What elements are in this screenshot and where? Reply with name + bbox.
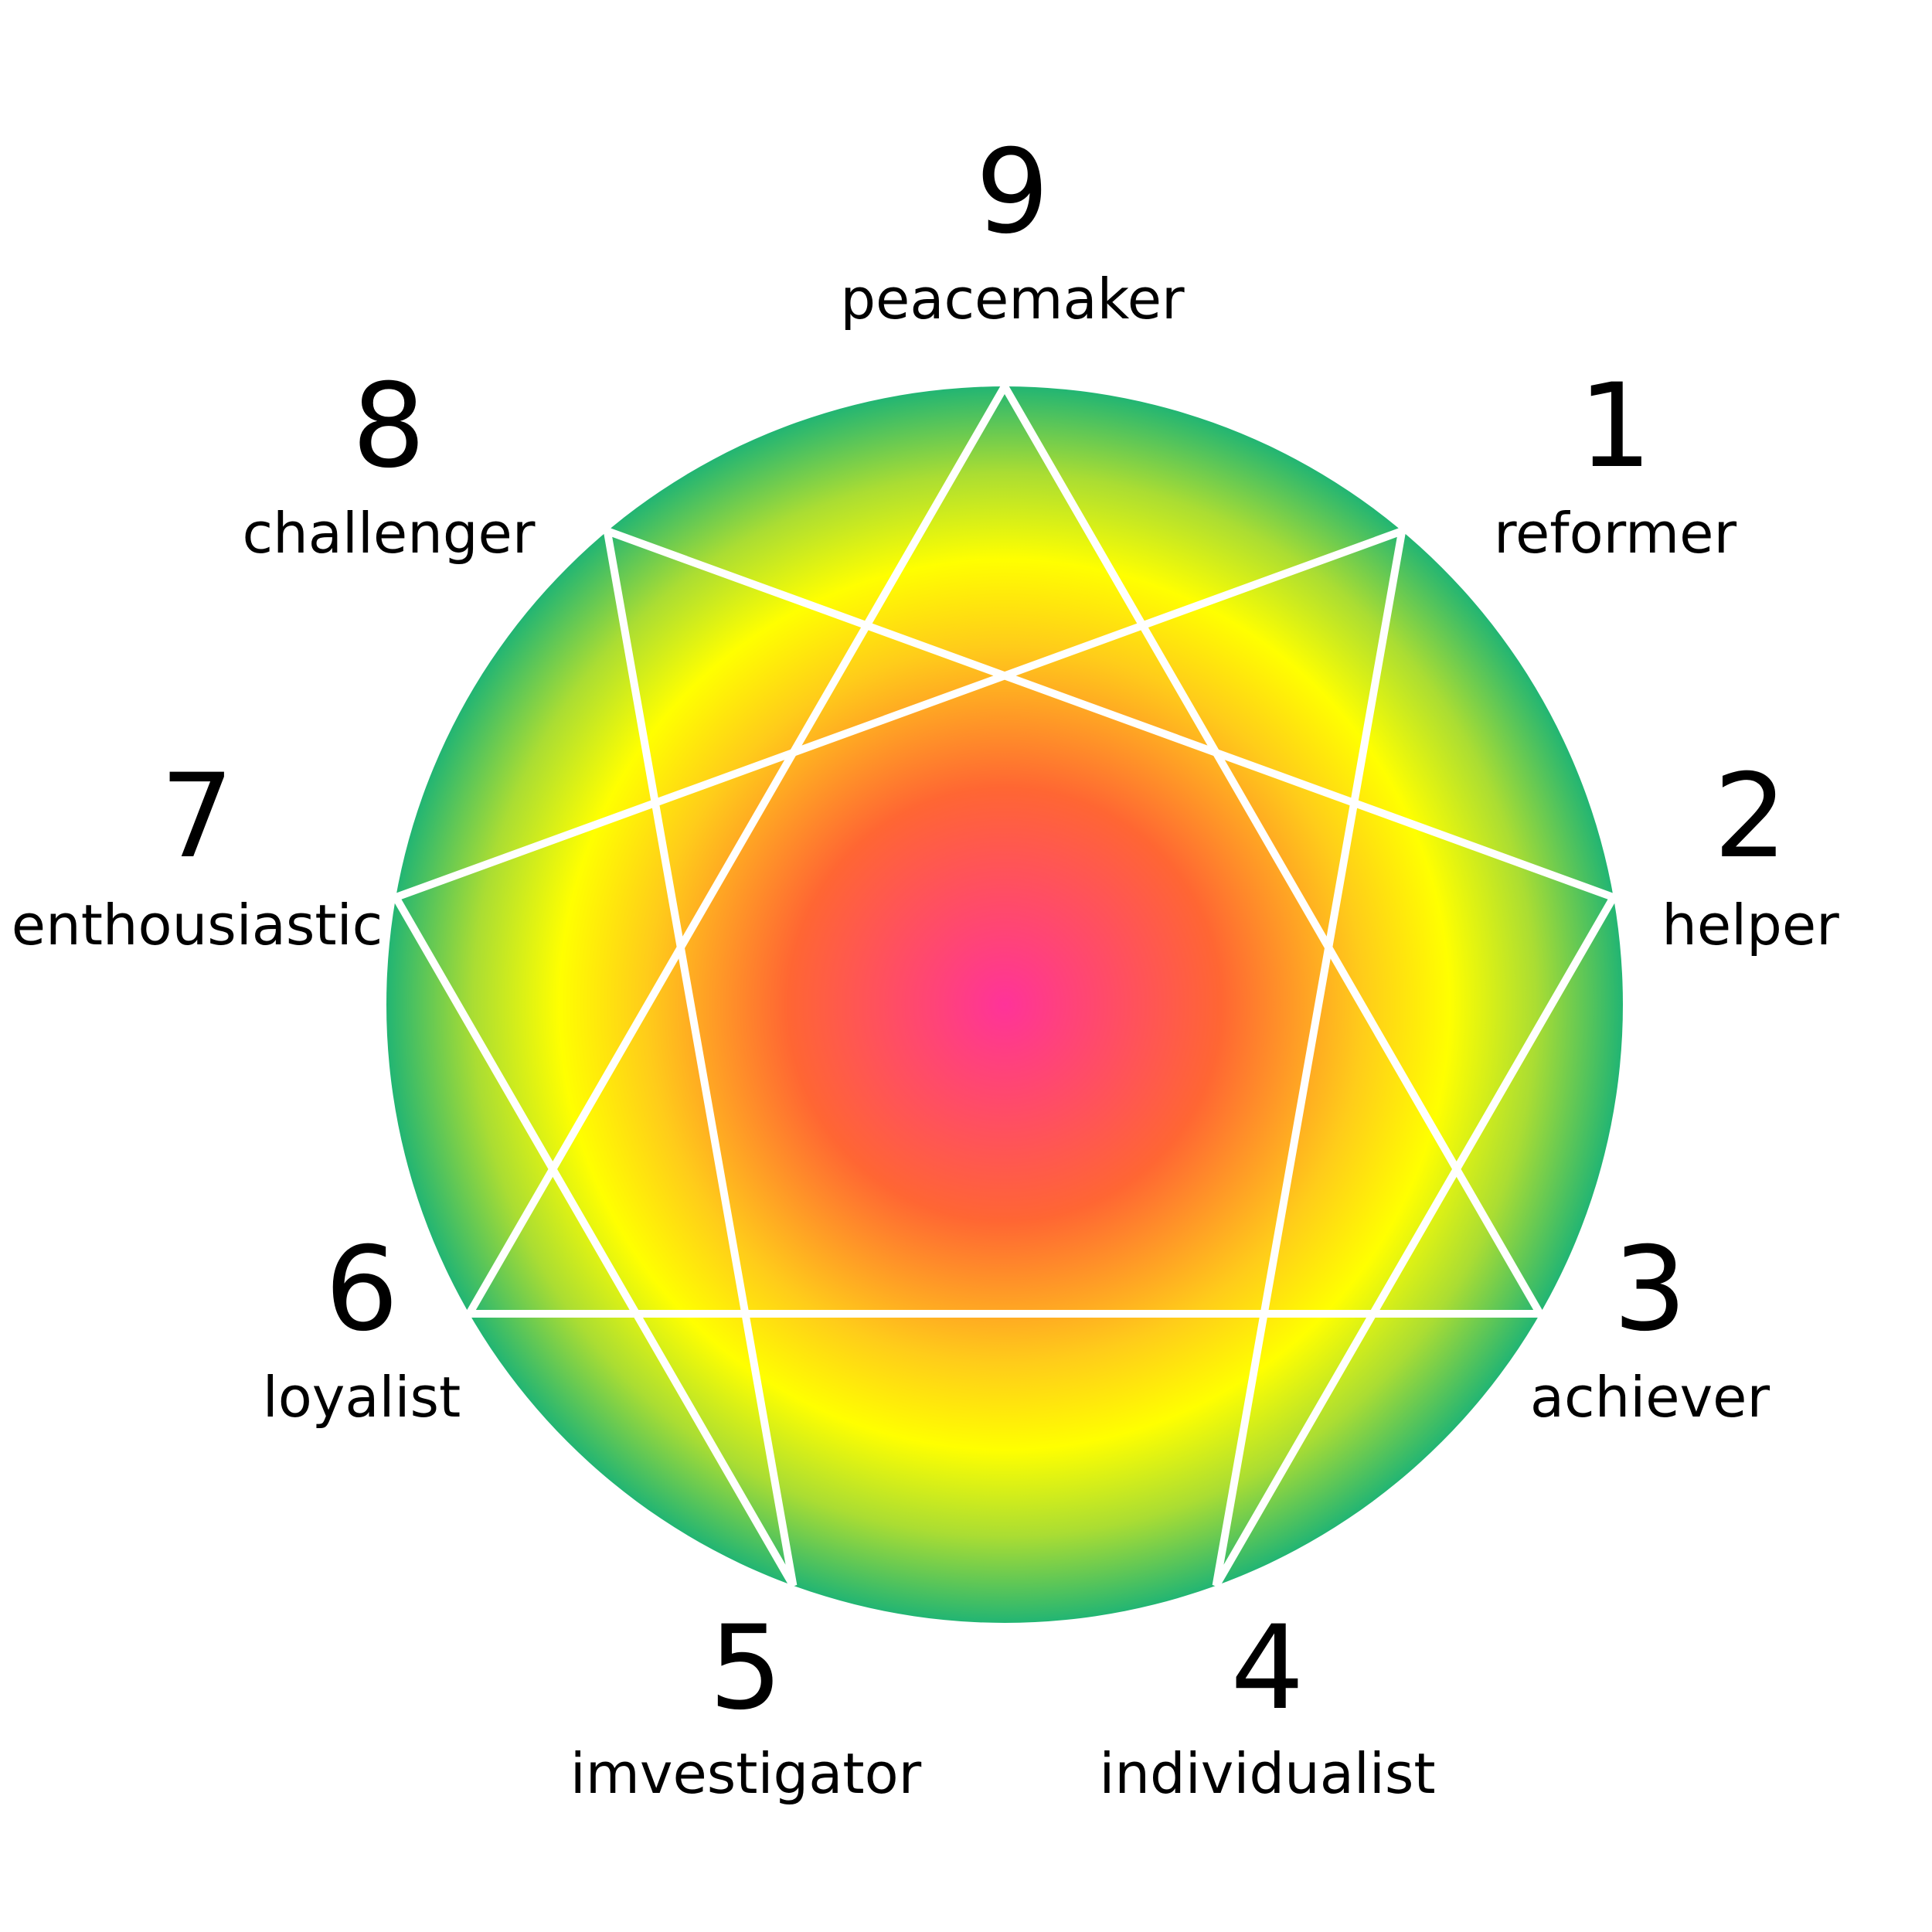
type-5-name: imvestigator <box>570 1741 922 1806</box>
type-1-number: 1 <box>1578 359 1651 494</box>
type-7-name: enthousiastic <box>12 893 383 957</box>
type-8-number: 8 <box>352 359 425 494</box>
inner-triangle <box>462 378 1547 1318</box>
type-4-name: individualist <box>1099 1741 1435 1806</box>
enneagram-circle <box>386 386 1623 1623</box>
type-2-name: helper <box>1662 893 1839 957</box>
type-6-name: loyalist <box>263 1365 461 1430</box>
type-2-number: 2 <box>1713 750 1787 884</box>
type-7-number: 7 <box>160 750 233 884</box>
enneagram-lines <box>389 378 1620 1588</box>
type-6-number: 6 <box>325 1223 398 1357</box>
type-9-number: 9 <box>975 125 1049 260</box>
type-3-name: achiever <box>1530 1365 1770 1430</box>
type-3-number: 3 <box>1613 1223 1686 1357</box>
type-4-number: 4 <box>1230 1601 1304 1736</box>
type-1-name: reformer <box>1494 501 1736 566</box>
type-8-name: challenger <box>243 501 536 566</box>
type-5-number: 5 <box>709 1601 782 1736</box>
type-9-name: peacemaker <box>840 267 1185 332</box>
inner-hexad <box>389 525 1620 1588</box>
